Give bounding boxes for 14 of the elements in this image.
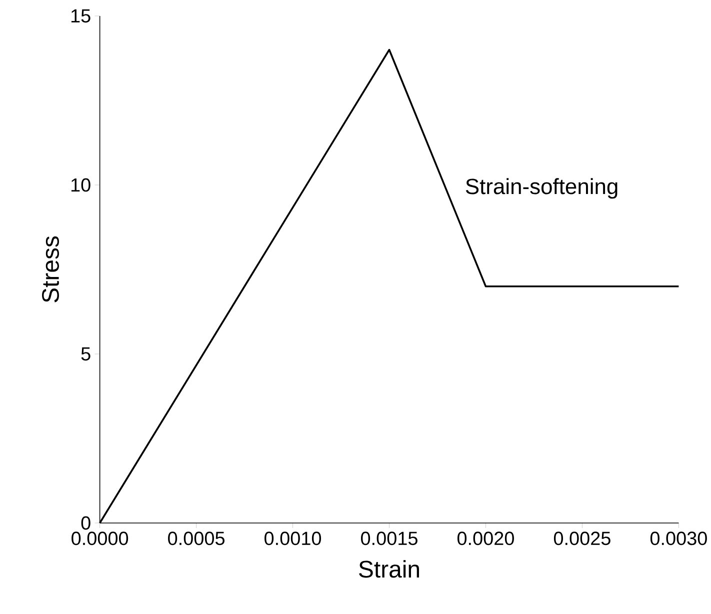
x-tick-label: 0.0015 xyxy=(360,532,418,546)
y-axis-title: Stress xyxy=(42,236,59,302)
x-tick-label: 0.0005 xyxy=(168,532,224,546)
x-tick-label: 0.0030 xyxy=(650,532,707,546)
y-tick-label: 5 xyxy=(81,347,90,361)
x-axis-title: Strain xyxy=(359,560,419,578)
y-tick-label: 0 xyxy=(81,516,90,530)
x-tick-label: 0.0020 xyxy=(457,532,514,546)
annotation: Strain-softening xyxy=(466,178,618,199)
x-tick-label: 0.0025 xyxy=(554,532,610,546)
y-tick-label: 10 xyxy=(71,178,90,192)
y-tick-label: 15 xyxy=(71,9,90,23)
x-tick-label: 0.0010 xyxy=(264,532,322,546)
x-tick-label: 0.0000 xyxy=(72,532,128,546)
